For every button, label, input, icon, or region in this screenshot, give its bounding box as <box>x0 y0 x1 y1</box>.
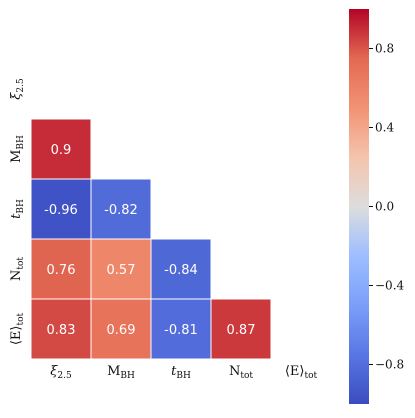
x-tick-label: Ntot <box>229 364 253 381</box>
y-axis-tick-labels: ξ2.5 MBH tBH Ntot ⟨E⟩tot <box>9 78 26 345</box>
x-tick-label: tBH <box>171 364 191 381</box>
heatmap-cell <box>150 298 212 360</box>
colorbar-tick-label: 0.8 <box>375 42 394 56</box>
colorbar-tick-label: 0.4 <box>375 121 394 135</box>
y-tick-label: Ntot <box>9 257 26 281</box>
x-tick-label: MBH <box>107 364 135 381</box>
heatmap-cell <box>30 118 92 180</box>
x-tick-label: ⟨E⟩tot <box>285 364 318 381</box>
cell-value-label: 0.69 <box>107 323 136 338</box>
heatmap-cell <box>210 298 272 360</box>
heatmap-cell <box>90 298 152 360</box>
cell-value-label: 0.83 <box>47 323 76 338</box>
y-tick-label: ⟨E⟩tot <box>9 312 26 345</box>
y-tick-label: MBH <box>9 135 26 163</box>
colorbar-ticks: 0.8 0.4 0.0 −0.4 −0.8 <box>369 42 405 372</box>
cell-value-label: -0.82 <box>104 203 138 218</box>
heatmap-cell <box>90 178 152 240</box>
heatmap-cells: 0.9 -0.96 -0.82 0.76 0.57 -0.84 0.83 0.69 -0.81 0… <box>30 118 272 360</box>
cell-value-label: -0.84 <box>164 263 198 278</box>
x-tick-label: ξ2.5 <box>50 364 72 381</box>
y-tick-label: ξ2.5 <box>9 78 26 100</box>
heatmap-cell <box>30 178 92 240</box>
heatmap-cell <box>30 298 92 360</box>
colorbar-tick-label: 0.0 <box>375 200 394 214</box>
y-tick-label: tBH <box>9 199 26 219</box>
cell-value-label: 0.57 <box>107 263 136 278</box>
cell-value-label: 0.76 <box>47 263 76 278</box>
colorbar: 0.8 0.4 0.0 −0.4 −0.8 <box>349 9 405 404</box>
colorbar-tick-label: −0.4 <box>375 279 405 293</box>
colorbar-gradient <box>349 9 369 404</box>
x-axis-tick-labels: ξ2.5 MBH tBH Ntot ⟨E⟩tot <box>50 364 317 381</box>
cell-value-label: -0.96 <box>44 203 78 218</box>
heatmap-cell <box>150 238 212 300</box>
cell-value-label: -0.81 <box>164 323 198 338</box>
cell-value-label: 0.87 <box>227 323 256 338</box>
colorbar-tick-label: −0.8 <box>375 358 404 372</box>
cell-value-label: 0.9 <box>51 143 72 158</box>
